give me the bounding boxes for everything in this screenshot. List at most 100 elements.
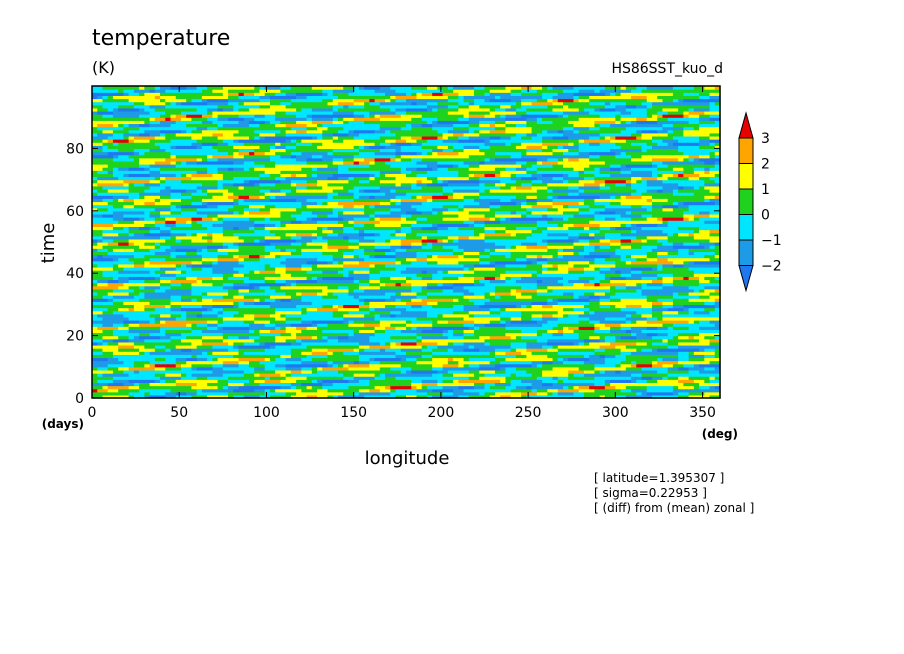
heatmap-cell — [191, 391, 198, 396]
heatmap-cell — [484, 329, 491, 334]
heatmap-cell — [332, 329, 339, 334]
heatmap-cell — [458, 391, 465, 396]
heatmap-cell — [515, 394, 522, 399]
heatmap-cell — [306, 310, 313, 315]
heatmap-cell — [222, 351, 229, 355]
heatmap-cell — [453, 335, 459, 340]
heatmap-cell — [709, 391, 716, 396]
heatmap-cell — [191, 304, 198, 309]
heatmap-cell — [657, 344, 664, 349]
heatmap-cell — [447, 385, 454, 390]
heatmap-cell — [170, 307, 177, 312]
heatmap-cell — [672, 316, 679, 321]
heatmap-cell — [688, 354, 695, 359]
heatmap-cell — [280, 379, 287, 383]
heatmap-cell — [191, 366, 198, 371]
heatmap-cell — [458, 270, 465, 274]
heatmap-cell — [411, 357, 418, 362]
heatmap-cell — [474, 279, 480, 284]
heatmap-cell — [154, 363, 161, 368]
heatmap-cell — [426, 304, 433, 309]
heatmap-cell — [317, 329, 323, 334]
heatmap-cell — [228, 369, 234, 374]
heatmap-cell — [432, 335, 438, 340]
heatmap-cell — [348, 307, 355, 312]
heatmap-cell — [406, 363, 412, 368]
heatmap-cell — [254, 382, 261, 387]
heatmap-cell — [264, 295, 271, 299]
heatmap-cell — [332, 366, 339, 371]
heatmap-cell — [442, 282, 449, 287]
heatmap-cell — [620, 282, 627, 287]
heatmap-cell — [264, 354, 271, 359]
heatmap-cell — [672, 304, 679, 309]
heatmap-cell — [285, 335, 292, 340]
heatmap-cell — [620, 326, 627, 330]
heatmap-cell — [426, 282, 433, 287]
heatmap-cell — [583, 376, 590, 380]
heatmap-cell — [704, 329, 711, 334]
heatmap-cell — [479, 285, 486, 290]
heatmap-cell — [201, 360, 208, 365]
heatmap-cell — [651, 301, 658, 305]
heatmap-cell — [264, 282, 271, 287]
heatmap-cell — [578, 304, 585, 309]
heatmap-cell — [479, 376, 486, 380]
heatmap-cell — [311, 279, 318, 284]
heatmap-cell — [510, 376, 517, 380]
heatmap-cell — [186, 295, 193, 299]
heatmap-cell — [322, 291, 329, 296]
heatmap-cell — [563, 298, 569, 302]
heatmap-cell — [327, 363, 334, 368]
heatmap-cell — [536, 376, 543, 380]
heatmap-cell — [458, 326, 465, 330]
heatmap-cell — [112, 301, 119, 305]
heatmap-cell — [186, 332, 193, 337]
heatmap-cell — [165, 351, 172, 355]
heatmap-cell — [133, 354, 140, 359]
heatmap-cell — [406, 357, 412, 362]
heatmap-cell — [154, 273, 161, 277]
heatmap-cell — [693, 301, 700, 305]
heatmap-cell — [369, 273, 376, 277]
heatmap-cell — [259, 379, 266, 383]
heatmap-cell — [458, 376, 465, 380]
heatmap-cell — [191, 266, 198, 271]
heatmap-cell — [264, 307, 271, 312]
heatmap-cell — [196, 363, 203, 368]
heatmap-cell — [254, 348, 261, 352]
heatmap-cell — [683, 313, 690, 318]
heatmap-cell — [494, 376, 501, 380]
heatmap-cell — [552, 323, 559, 327]
heatmap-cell — [327, 376, 334, 380]
heatmap-cell — [123, 291, 130, 296]
heatmap-cell — [625, 307, 632, 312]
heatmap-cell — [573, 279, 580, 284]
heatmap-cell — [599, 273, 606, 277]
heatmap-cell — [505, 304, 512, 309]
heatmap-cell — [468, 363, 475, 368]
heatmap-cell — [552, 391, 559, 396]
heatmap-cell — [453, 291, 459, 296]
heatmap-cell — [683, 298, 690, 302]
heatmap-cell — [207, 351, 213, 355]
heatmap-cell — [374, 391, 381, 396]
heatmap-cell — [280, 357, 287, 362]
heatmap-cell — [217, 298, 224, 302]
heatmap-cell — [651, 316, 658, 321]
heatmap-cell — [385, 276, 391, 281]
heatmap-cell — [374, 376, 381, 380]
heatmap-cell — [573, 273, 580, 277]
heatmap-cell — [489, 369, 496, 374]
heatmap-cell — [259, 366, 266, 371]
heatmap-cell — [589, 366, 595, 371]
heatmap-cell — [636, 304, 643, 309]
heatmap-cell — [500, 276, 507, 281]
heatmap-cell — [468, 270, 475, 274]
heatmap-cell — [714, 270, 721, 274]
heatmap-cell — [604, 307, 611, 312]
heatmap-cell — [636, 326, 643, 330]
heatmap-cell — [322, 360, 329, 365]
heatmap-cell — [139, 373, 145, 377]
heatmap-cell — [447, 313, 454, 318]
